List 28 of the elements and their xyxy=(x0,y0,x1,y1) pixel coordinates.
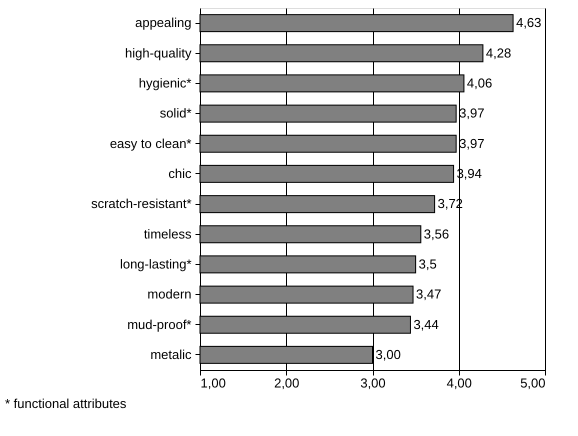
y-tick-label: solid* xyxy=(160,106,192,121)
data-label: 3,56 xyxy=(424,226,450,242)
data-label: 4,28 xyxy=(486,45,512,60)
y-tick-label: hygienic* xyxy=(138,75,192,90)
data-label: 3,44 xyxy=(413,316,439,332)
y-tick-label: mud-proof* xyxy=(127,316,192,332)
data-label: 3,97 xyxy=(459,106,484,121)
y-tick-label: easy to clean* xyxy=(110,136,192,151)
x-tick-label: 3,00 xyxy=(360,376,386,390)
y-tick-label: scratch-resistant* xyxy=(91,196,192,212)
x-tick-label: 5,00 xyxy=(520,376,546,390)
y-tick-label: timeless xyxy=(144,226,192,242)
data-label: 3,5 xyxy=(418,256,437,272)
y-tick-label: long-lasting* xyxy=(120,256,192,272)
data-label: 3,00 xyxy=(376,346,401,362)
x-tick-label: 4,00 xyxy=(446,376,472,390)
data-label: 4,63 xyxy=(516,15,542,30)
y-tick-label: high-quality xyxy=(125,45,192,60)
data-label: 4,06 xyxy=(466,75,492,90)
y-tick-label: metalic xyxy=(150,346,192,362)
x-tick-label: 2,00 xyxy=(274,376,300,390)
y-tick-label: modern xyxy=(147,286,192,302)
text: * functional attributes xyxy=(5,396,127,411)
y-tick-label: chic xyxy=(168,166,192,181)
x-tick-label: 1,00 xyxy=(200,376,226,390)
y-tick-label: appealing xyxy=(135,15,192,30)
data-label: 3,97 xyxy=(459,136,484,151)
data-label: 3,47 xyxy=(416,286,442,302)
